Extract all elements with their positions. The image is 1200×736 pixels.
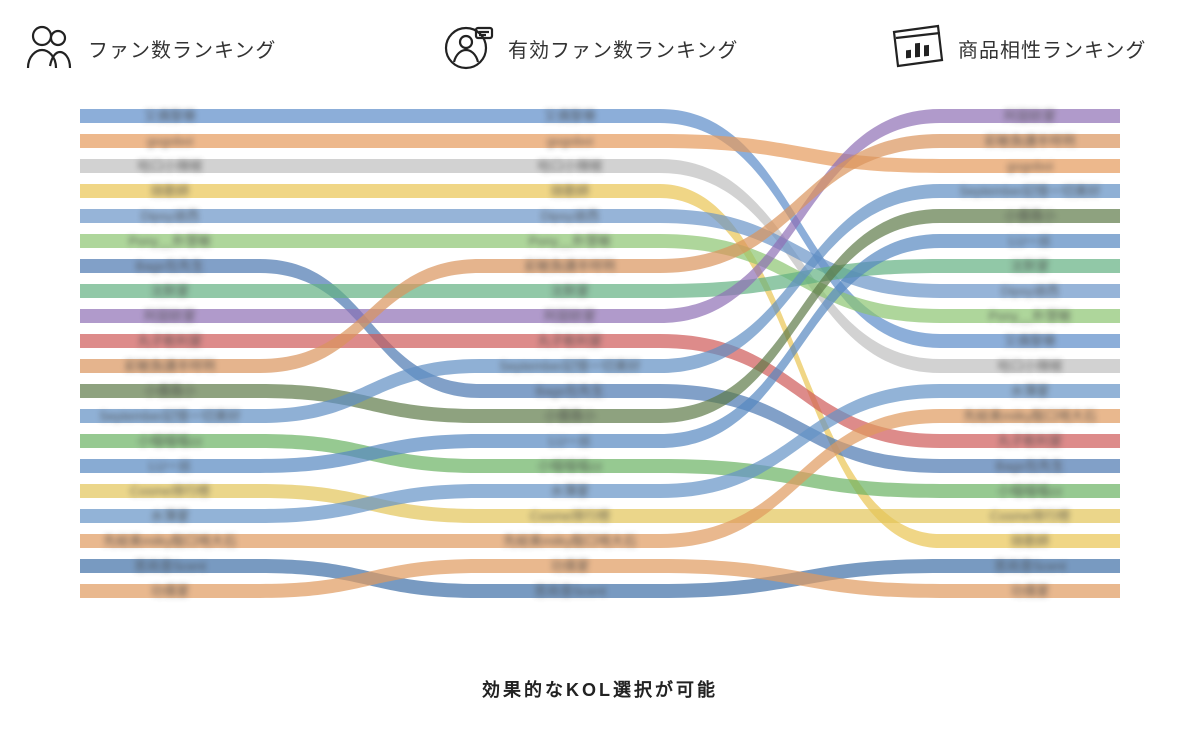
rank-label: 丸子軟利蒙	[137, 334, 202, 349]
rank-label: Pony__朴慧敏	[128, 234, 211, 249]
rank-label: 小儒薇小	[544, 409, 596, 424]
rank-label: Cosme排行榜	[990, 509, 1070, 524]
rank-label: LU一丝	[1009, 234, 1052, 249]
rank-label: September記憶一切美好	[99, 409, 241, 424]
ribbon-curve	[260, 334, 480, 348]
person-bubble-icon	[440, 22, 496, 74]
rank-label: gogoboi	[147, 134, 193, 149]
rank-label: 阿甜欧蒙	[144, 309, 196, 324]
header-affinity: 商品相性ランキング	[890, 22, 1146, 74]
rank-label: Dipsy迪西	[141, 209, 200, 224]
rank-label: 丸子軟利蒙	[997, 434, 1062, 449]
header-affinity-title: 商品相性ランキング	[958, 34, 1146, 63]
rank-label: gogoboi	[547, 134, 593, 149]
rank-label: LU一丝	[549, 434, 592, 449]
rank-label: 苦尚音Scent	[134, 559, 207, 574]
rank-label: 沈默蒙	[1010, 259, 1049, 274]
ribbon-curve	[260, 109, 480, 123]
rank-label: 水薄蒙	[1010, 384, 1049, 399]
rank-label: Cosme排行榜	[130, 484, 210, 499]
rank-label: 先絵美milky酸口哨大石	[963, 409, 1097, 424]
people-pair-icon	[20, 22, 76, 74]
rank-label: 哈口小辣椒	[997, 359, 1062, 374]
rank-label: 挠歌師	[1010, 534, 1049, 549]
ribbon-curve	[260, 234, 480, 248]
rank-label: 苦尚音Scent	[994, 559, 1067, 574]
rank-label: 水薄蒙	[550, 484, 589, 499]
rank-label: Cosme排行榜	[530, 509, 610, 524]
labels: 又偶黎樂又偶黎樂又偶黎樂gogoboigogoboigogoboi哈口小辣椒哈口…	[99, 109, 1101, 599]
rank-label: 功儒蒙	[1010, 584, 1049, 599]
rank-label: 又偶黎樂	[144, 109, 196, 124]
rank-label: 挠歌師	[150, 184, 189, 199]
ribbon-curve	[260, 284, 480, 298]
rank-label: LU一丝	[149, 459, 192, 474]
header-fans-title: ファン数ランキング	[88, 34, 276, 63]
rank-label: 又偶黎樂	[544, 109, 596, 124]
ribbon-curve	[260, 134, 480, 148]
rank-label: 彩敏負講半咩咧	[524, 259, 615, 274]
rank-label: Bags包先生	[996, 459, 1065, 474]
rank-label: Bags包先生	[536, 384, 605, 399]
rank-label: 小儒薇小	[1004, 209, 1056, 224]
rank-label: September記憶一切美好	[959, 184, 1101, 199]
footer-caption: 効果的なKOL選択が可能	[0, 676, 1200, 702]
ribbon-curve	[260, 259, 480, 398]
rank-label: 挠歌師	[550, 184, 589, 199]
rank-label: 彩敏負講半咩咧	[124, 359, 215, 374]
header-valid-fans-title: 有効ファン数ランキング	[508, 34, 738, 63]
rank-label: 功儒蒙	[150, 584, 189, 599]
rank-label: Pony__朴慧敏	[988, 309, 1071, 324]
rank-label: September記憶一切美好	[499, 359, 641, 374]
rank-label: 丸子軟利蒙	[537, 334, 602, 349]
rank-label: 小儒薇小	[144, 384, 196, 399]
rank-label: 水薄蒙	[150, 509, 189, 524]
rank-label: Dipsy迪西	[1001, 284, 1060, 299]
ribbon-curve	[260, 534, 480, 548]
rank-label: 哈口小辣椒	[137, 159, 202, 174]
header-valid-fans: 有効ファン数ランキング	[440, 22, 738, 74]
ribbon-curve	[260, 184, 480, 198]
ribbon-curve	[660, 509, 940, 523]
chart-svg: 又偶黎樂又偶黎樂又偶黎樂gogoboigogoboigogoboi哈口小辣椒哈口…	[0, 96, 1200, 656]
rank-label: 哈口小辣椒	[537, 159, 602, 174]
rank-label: 彩敏負講半咩咧	[984, 134, 1075, 149]
rank-label: 沈默蒙	[550, 284, 589, 299]
rank-label: 小喵喵喵zz	[997, 484, 1062, 499]
dashboard-bars-icon	[890, 22, 946, 74]
ribbon-curve	[260, 209, 480, 223]
ribbons	[80, 109, 1120, 598]
rank-label: 功儒蒙	[550, 559, 589, 574]
header-fans: ファン数ランキング	[20, 22, 276, 74]
rank-label: Bags包先生	[136, 259, 205, 274]
rank-label: 阿甜欧蒙	[1004, 109, 1056, 124]
rank-label: Pony__朴慧敏	[528, 234, 611, 249]
footer-text: 効果的なKOL選択が可能	[482, 680, 718, 700]
rank-label: Dipsy迪西	[541, 209, 600, 224]
rank-label: 沈默蒙	[150, 284, 189, 299]
ribbon-curve	[260, 159, 480, 173]
rank-label: 阿甜欧蒙	[544, 309, 596, 324]
rank-label: 小喵喵喵zz	[137, 434, 202, 449]
rank-label: 苦尚音Scent	[534, 584, 607, 599]
headers: ファン数ランキング 有効ファン数ランキング	[0, 0, 1200, 96]
rank-label: 又偶黎樂	[1004, 334, 1056, 349]
rank-label: 小喵喵喵zz	[537, 459, 602, 474]
rank-label: 先絵美milky酸口哨大石	[103, 534, 237, 549]
rank-label: gogoboi	[1007, 159, 1053, 174]
ranking-chart: 又偶黎樂又偶黎樂又偶黎樂gogoboigogoboigogoboi哈口小辣椒哈口…	[0, 96, 1200, 656]
rank-label: 先絵美milky酸口哨大石	[503, 534, 637, 549]
